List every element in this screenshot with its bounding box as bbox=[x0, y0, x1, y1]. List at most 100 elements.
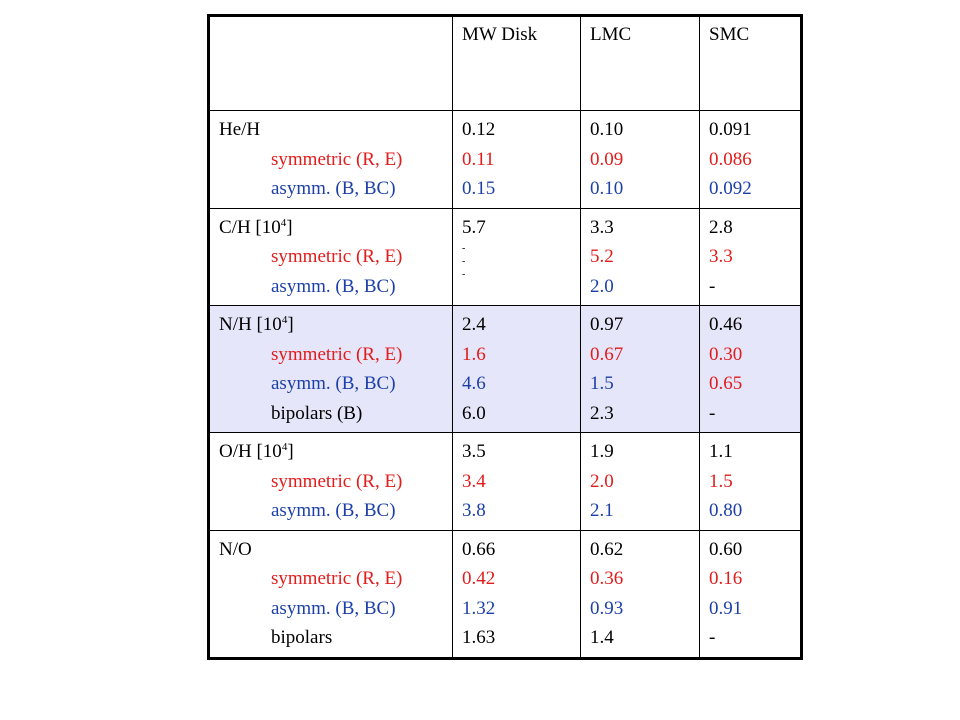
asym-label: asymm. (B, BC) bbox=[271, 597, 396, 619]
mw-he-sym: 0.11 bbox=[462, 148, 495, 170]
sym-label: symmetric (R, E) bbox=[271, 343, 403, 365]
bipolars-label: bipolars bbox=[271, 627, 333, 648]
lmc-n-asym: 1.5 bbox=[590, 373, 614, 394]
mw-c-dashes: - - - bbox=[462, 242, 580, 301]
smc-he-sym: 0.086 bbox=[709, 148, 752, 170]
smc-n-bip: - bbox=[709, 402, 716, 424]
lmc-o-sym: 2.0 bbox=[590, 470, 614, 492]
lmc-no-all: 0.62 bbox=[590, 538, 624, 560]
mw-c-dash-3: - bbox=[462, 269, 466, 280]
header-mw-disk: MW Disk bbox=[452, 15, 581, 111]
asym-label: asymm. (B, BC) bbox=[271, 275, 396, 297]
row-he-h: He/H symmetric (R, E) asymm. (B, BC) 0.1… bbox=[208, 110, 802, 209]
smc-c-sym: 3.3 bbox=[709, 246, 733, 267]
smc-cell-he: 0.091 0.086 0.092 bbox=[699, 110, 802, 209]
mw-cell-he: 0.12 0.11 0.15 bbox=[452, 110, 581, 209]
mw-no-sym: 0.42 bbox=[462, 568, 496, 589]
sym-label: symmetric (R, E) bbox=[271, 246, 403, 267]
lmc-o-all: 1.9 bbox=[590, 441, 614, 462]
lmc-n-sym: 0.67 bbox=[590, 343, 624, 365]
mw-c-dash-2: - bbox=[462, 256, 466, 267]
smc-c-all: 2.8 bbox=[709, 216, 733, 238]
label-cell-o: O/H [104] symmetric (R, E) asymm. (B, BC… bbox=[208, 432, 453, 531]
sym-label: symmetric (R, E) bbox=[271, 568, 403, 589]
smc-c-asym: - bbox=[709, 275, 716, 297]
asym-label: asymm. (B, BC) bbox=[271, 500, 396, 521]
lmc-o-asym: 2.1 bbox=[590, 500, 614, 521]
header-empty-cell bbox=[208, 15, 453, 111]
mw-n-asym: 4.6 bbox=[462, 373, 486, 394]
row-title-he: He/H bbox=[219, 119, 261, 140]
smc-o-asym: 0.80 bbox=[709, 500, 743, 521]
smc-n-sym: 0.30 bbox=[709, 343, 743, 365]
lmc-cell-o: 1.9 2.0 2.1 bbox=[580, 432, 700, 531]
mw-o-all: 3.5 bbox=[462, 441, 486, 462]
header-lmc: LMC bbox=[580, 15, 700, 111]
row-o-h: O/H [104] symmetric (R, E) asymm. (B, BC… bbox=[208, 432, 802, 531]
mw-cell-c: 5.7 - - - bbox=[452, 207, 581, 306]
row-n-o: N/O symmetric (R, E) asymm. (B, BC) bipo… bbox=[208, 529, 802, 659]
mw-he-all: 0.12 bbox=[462, 119, 496, 140]
mw-no-bip: 1.63 bbox=[462, 627, 496, 648]
smc-no-asym: 0.91 bbox=[709, 597, 743, 619]
mw-c-dash-1: - bbox=[462, 243, 466, 254]
lmc-no-bip: 1.4 bbox=[590, 627, 614, 648]
lmc-no-sym: 0.36 bbox=[590, 568, 624, 589]
smc-he-all: 0.091 bbox=[709, 119, 752, 140]
lmc-cell-n: 0.97 0.67 1.5 2.3 bbox=[580, 305, 700, 433]
row-title-o: O/H [104] bbox=[219, 441, 294, 462]
header-row: MW Disk LMC SMC bbox=[208, 15, 802, 111]
lmc-he-asym: 0.10 bbox=[590, 178, 624, 199]
lmc-cell-he: 0.10 0.09 0.10 bbox=[580, 110, 700, 209]
mw-cell-o: 3.5 3.4 3.8 bbox=[452, 432, 581, 531]
smc-n-all: 0.46 bbox=[709, 314, 743, 335]
smc-o-sym: 1.5 bbox=[709, 470, 733, 492]
row-title-no: N/O bbox=[219, 538, 252, 560]
lmc-he-all: 0.10 bbox=[590, 119, 624, 140]
smc-cell-n: 0.46 0.30 0.65 - bbox=[699, 305, 802, 433]
asym-label: asymm. (B, BC) bbox=[271, 373, 396, 394]
mw-he-asym: 0.15 bbox=[462, 178, 496, 199]
lmc-cell-c: 3.3 5.2 2.0 bbox=[580, 207, 700, 306]
header-smc: SMC bbox=[699, 15, 802, 111]
abundance-table: MW Disk LMC SMC He/H symmetric (R, E) as… bbox=[207, 14, 803, 660]
mw-cell-no: 0.66 0.42 1.32 1.63 bbox=[452, 529, 581, 659]
lmc-n-bip: 2.3 bbox=[590, 402, 614, 424]
smc-no-bip: - bbox=[709, 627, 716, 648]
smc-o-all: 1.1 bbox=[709, 441, 733, 462]
label-cell-no: N/O symmetric (R, E) asymm. (B, BC) bipo… bbox=[208, 529, 453, 659]
mw-o-asym: 3.8 bbox=[462, 500, 486, 521]
mw-no-asym: 1.32 bbox=[462, 597, 496, 619]
asym-label: asymm. (B, BC) bbox=[271, 178, 396, 199]
mw-o-sym: 3.4 bbox=[462, 470, 486, 492]
mw-n-sym: 1.6 bbox=[462, 343, 486, 365]
lmc-n-all: 0.97 bbox=[590, 314, 624, 335]
mw-c-all: 5.7 bbox=[462, 216, 486, 238]
row-title-n: N/H [104] bbox=[219, 314, 294, 335]
smc-no-all: 0.60 bbox=[709, 538, 743, 560]
label-cell-he: He/H symmetric (R, E) asymm. (B, BC) bbox=[208, 110, 453, 209]
mw-cell-n: 2.4 1.6 4.6 6.0 bbox=[452, 305, 581, 433]
smc-cell-c: 2.8 3.3 - bbox=[699, 207, 802, 306]
label-cell-c: C/H [104] symmetric (R, E) asymm. (B, BC… bbox=[208, 207, 453, 306]
row-c-h: C/H [104] symmetric (R, E) asymm. (B, BC… bbox=[208, 207, 802, 306]
smc-cell-o: 1.1 1.5 0.80 bbox=[699, 432, 802, 531]
mw-n-all: 2.4 bbox=[462, 314, 486, 335]
lmc-c-asym: 2.0 bbox=[590, 275, 614, 297]
lmc-cell-no: 0.62 0.36 0.93 1.4 bbox=[580, 529, 700, 659]
sym-label: symmetric (R, E) bbox=[271, 470, 403, 492]
lmc-he-sym: 0.09 bbox=[590, 148, 624, 170]
lmc-no-asym: 0.93 bbox=[590, 597, 624, 619]
label-cell-n: N/H [104] symmetric (R, E) asymm. (B, BC… bbox=[208, 305, 453, 433]
lmc-c-sym: 5.2 bbox=[590, 246, 614, 267]
mw-no-all: 0.66 bbox=[462, 538, 496, 560]
row-title-c: C/H [104] bbox=[219, 216, 293, 238]
mw-n-bip: 6.0 bbox=[462, 402, 486, 424]
bipolars-b-label: bipolars (B) bbox=[271, 402, 363, 424]
lmc-c-all: 3.3 bbox=[590, 216, 614, 238]
row-n-h: N/H [104] symmetric (R, E) asymm. (B, BC… bbox=[208, 305, 802, 433]
smc-n-asym: 0.65 bbox=[709, 373, 743, 394]
smc-he-asym: 0.092 bbox=[709, 178, 752, 199]
smc-cell-no: 0.60 0.16 0.91 - bbox=[699, 529, 802, 659]
smc-no-sym: 0.16 bbox=[709, 568, 743, 589]
